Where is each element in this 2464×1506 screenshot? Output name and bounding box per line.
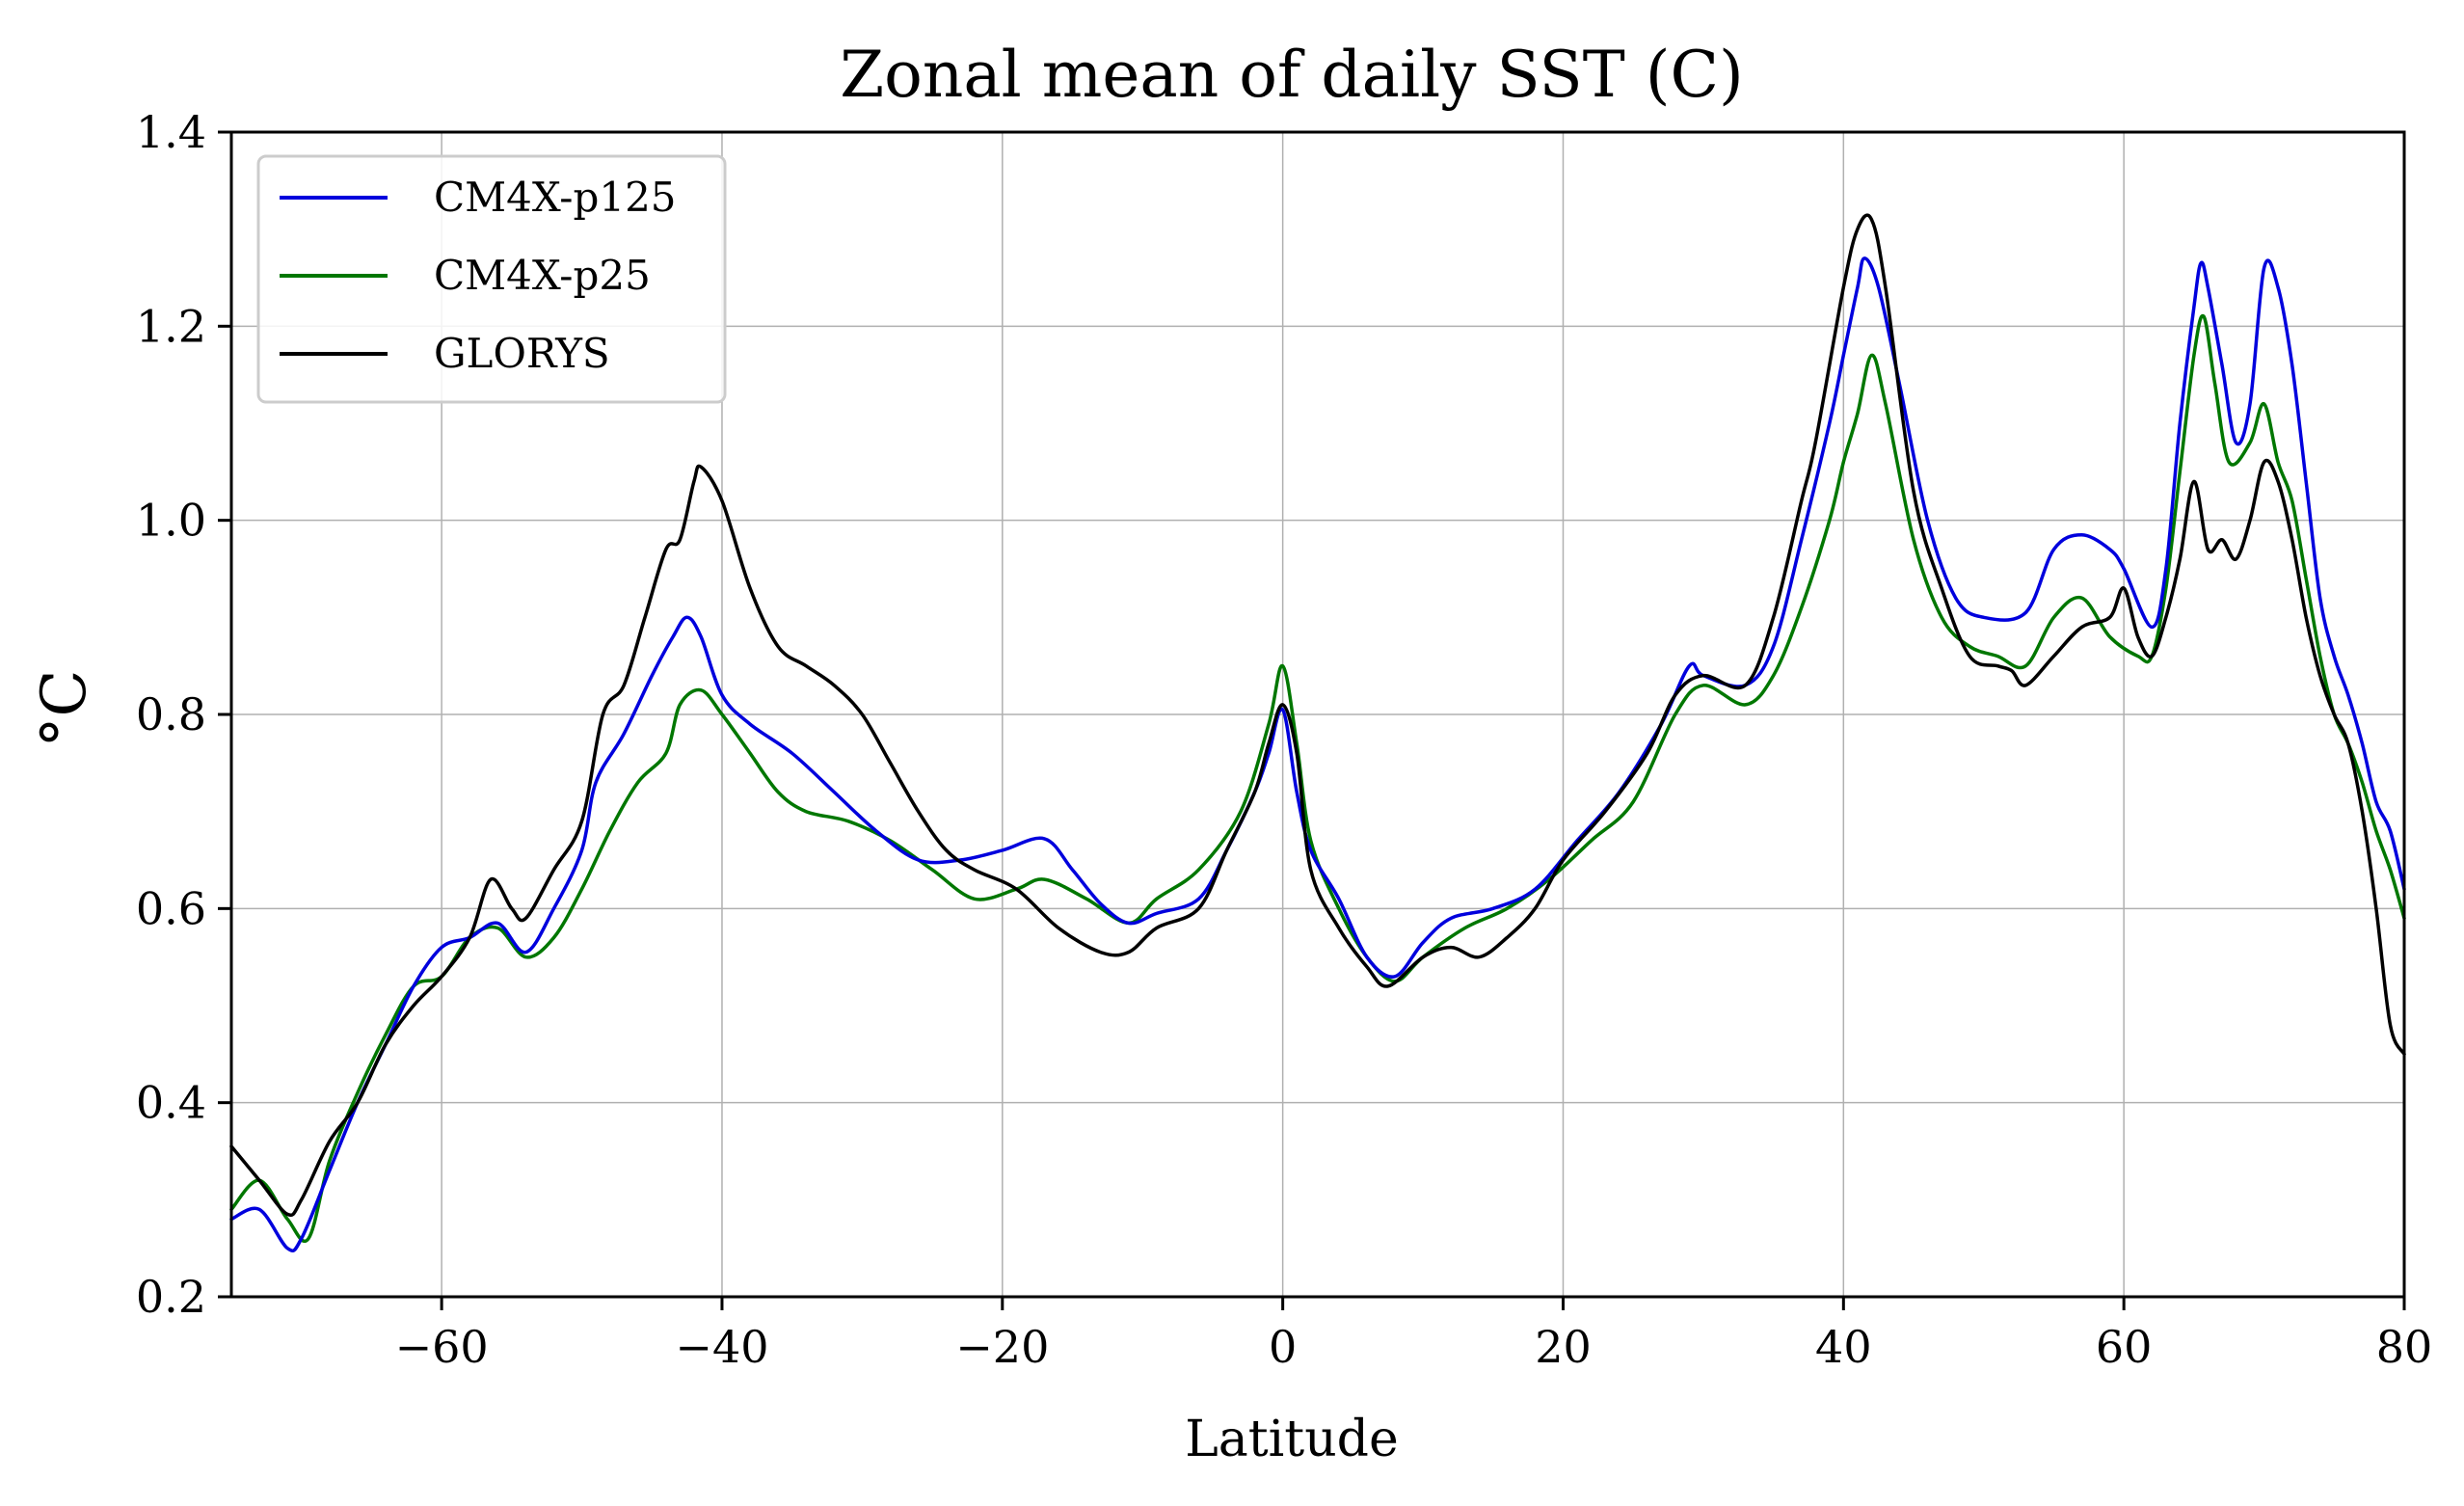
series-line-glorys [229, 213, 2406, 1217]
legend-box [256, 154, 727, 404]
x-axis-label: Latitude [1185, 1411, 1399, 1468]
y-axis-label: °C [29, 670, 100, 748]
series-lines [229, 213, 2406, 1252]
x-tick-label: −40 [675, 1321, 768, 1373]
y-tick-label: 1.2 [136, 300, 206, 352]
legend-label: CM4X-p125 [434, 174, 677, 221]
x-tick-label: 0 [1269, 1321, 1297, 1373]
x-tick-label: −20 [955, 1321, 1049, 1373]
x-tick-label: 20 [1535, 1321, 1592, 1373]
series-line-cm4x-p25 [229, 313, 2406, 1243]
y-tick-label: 1.0 [136, 495, 206, 547]
y-tick-label: 1.4 [136, 106, 206, 158]
axis-ticks: −60 −40 −20 0 20 40 60 80 0.2 0.4 0.6 0.8 1.0 1.2 1.4 [136, 106, 2432, 1373]
y-tick-label: 0.8 [136, 688, 206, 740]
y-tick-label: 0.6 [136, 882, 206, 934]
y-tick-label: 0.2 [136, 1271, 206, 1323]
legend-label: GLORYS [434, 330, 610, 377]
grid-lines [231, 131, 2405, 1298]
y-tick-label: 0.4 [136, 1077, 206, 1129]
legend: CM4X-p125 CM4X-p25 GLORYS [256, 154, 727, 404]
x-tick-label: 60 [2096, 1321, 2153, 1373]
x-tick-label: 80 [2376, 1321, 2433, 1373]
chart-title: Zonal mean of daily SST (C) [840, 38, 1744, 112]
x-tick-label: −60 [395, 1321, 489, 1373]
x-tick-label: 40 [1815, 1321, 1872, 1373]
legend-label: CM4X-p25 [434, 252, 651, 299]
series-line-cm4x-p125 [229, 256, 2406, 1252]
